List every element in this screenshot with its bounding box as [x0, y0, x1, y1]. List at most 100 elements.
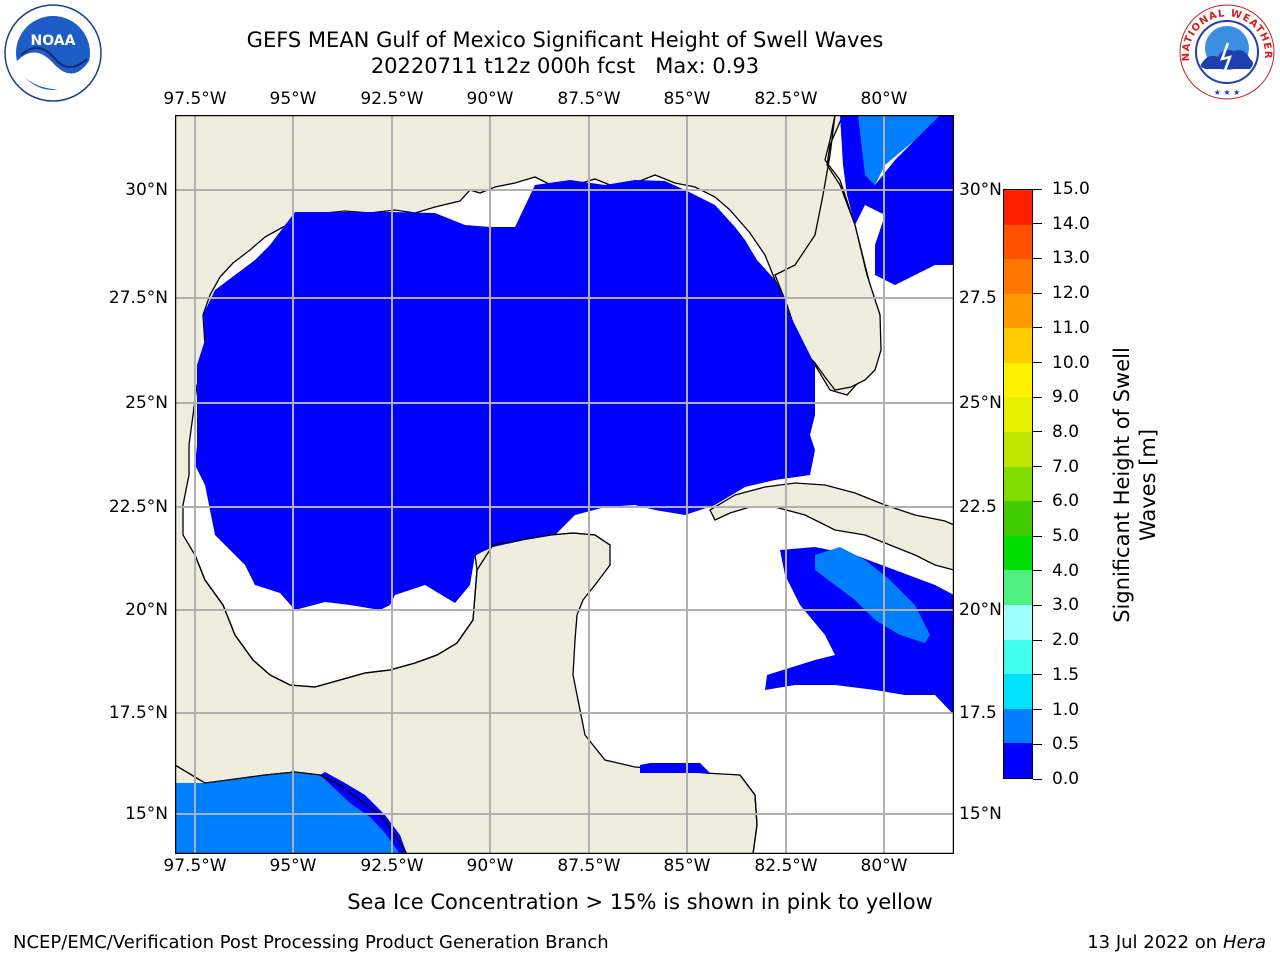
colorbar-tick-label: 0.5: [1052, 734, 1080, 755]
colorbar-title-line-1: Significant Height of Swell: [1110, 347, 1135, 623]
colorbar-tick: [1033, 570, 1042, 572]
lon-label-bottom: 85°W: [663, 856, 711, 876]
colorbar-tick-label: 13.0: [1052, 248, 1090, 269]
swell-0-0-5-atlantic-east: [840, 115, 954, 285]
colorbar-swatch: [1004, 362, 1032, 398]
colorbar-tick-label: 1.0: [1052, 699, 1080, 720]
lat-label-left: 17.5°N: [108, 703, 168, 723]
colorbar-swatch: [1004, 535, 1032, 571]
lon-label-top: 80°W: [860, 89, 908, 109]
colorbar-tick-label: 14.0: [1052, 213, 1090, 234]
lon-label-top: 90°W: [466, 89, 514, 109]
swell-0-5-1-0-caribbean: [815, 547, 930, 643]
colorbar-tick: [1033, 431, 1042, 433]
colorbar-swatch: [1004, 570, 1032, 606]
colorbar-tick-label: 15.0: [1052, 179, 1090, 199]
colorbar-swatch: [1004, 293, 1032, 329]
colorbar-tick: [1033, 604, 1042, 606]
colorbar-swatch: [1004, 466, 1032, 502]
noaa-logo: NOAA: [4, 4, 102, 102]
lon-label-bottom: 97.5°W: [163, 856, 227, 876]
nws-stars-icon: ★ ★ ★: [1214, 88, 1241, 97]
colorbar-tick: [1033, 188, 1042, 190]
colorbar-tick: [1033, 743, 1042, 745]
lon-label-top: 92.5°W: [360, 89, 424, 109]
lon-label-bottom: 92.5°W: [360, 856, 424, 876]
colorbar-tick-label: 4.0: [1052, 560, 1080, 581]
colorbar-tick: [1033, 362, 1042, 364]
colorbar-tick-label: 9.0: [1052, 387, 1080, 408]
lat-label-left: 20°N: [125, 600, 168, 620]
lat-label-left: 30°N: [125, 180, 168, 200]
lon-label-top: 82.5°W: [754, 89, 818, 109]
colorbar-swatch: [1004, 708, 1032, 744]
colorbar-swatches: [1004, 189, 1032, 778]
lat-label-left: 25°N: [125, 393, 168, 413]
colorbar-swatch: [1004, 639, 1032, 675]
map-title: GEFS MEAN Gulf of Mexico Significant Hei…: [0, 27, 1130, 79]
colorbar-tick-label: 12.0: [1052, 283, 1090, 304]
gridlines: [175, 115, 954, 854]
swell-0-0-5-caribbean: [765, 547, 954, 715]
lon-label-top: 87.5°W: [557, 89, 621, 109]
colorbar-tick: [1033, 778, 1042, 780]
footer-left: NCEP/EMC/Verification Post Processing Pr…: [13, 932, 609, 953]
colorbar-tick-label: 0.0: [1052, 769, 1080, 789]
colorbar-tick: [1033, 639, 1042, 641]
colorbar-swatch: [1004, 189, 1032, 225]
colorbar-tick-label: 3.0: [1052, 595, 1080, 616]
colorbar-tick: [1033, 292, 1042, 294]
lon-label-bottom: 90°W: [466, 856, 514, 876]
colorbar-swatch: [1004, 605, 1032, 640]
lat-label-right: 22.5: [959, 497, 997, 517]
colorbar-tick-label: 6.0: [1052, 491, 1080, 512]
colorbar-swatch: [1004, 743, 1032, 778]
colorbar-title-line-2: Waves [m]: [1136, 428, 1161, 542]
colorbar-swatch: [1004, 224, 1032, 260]
colorbar-tick: [1033, 500, 1042, 502]
title-line-1: GEFS MEAN Gulf of Mexico Significant Hei…: [246, 28, 884, 52]
colorbar-tick-label: 5.0: [1052, 526, 1080, 547]
swell-0-0-5-pacific-edge: [320, 772, 407, 854]
land-florida-body: [774, 115, 882, 391]
nws-logo: NATIONAL WEATHER SERVICE ★ ★ ★: [1178, 3, 1275, 100]
colorbar-swatch: [1004, 328, 1032, 363]
colorbar-tick: [1033, 327, 1042, 329]
colorbar-tick: [1033, 257, 1042, 259]
lon-label-top: 97.5°W: [163, 89, 227, 109]
lon-label-bottom: 82.5°W: [754, 856, 818, 876]
gulf-map: [175, 115, 954, 854]
colorbar-tick: [1033, 396, 1042, 398]
colorbar-tick: [1033, 709, 1042, 711]
colorbar-tick-label: 11.0: [1052, 317, 1090, 338]
footer-right: 13 Jul 2022 on Hera: [1087, 932, 1266, 953]
lat-label-left: 15°N: [125, 804, 168, 824]
colorbar-swatch: [1004, 674, 1032, 709]
colorbar-tick: [1033, 674, 1042, 676]
lat-label-right: 15°N: [959, 804, 1002, 824]
lat-label-right: 20°N: [959, 600, 1002, 620]
lat-label-left: 22.5°N: [108, 497, 168, 517]
footer-date: 13 Jul 2022 on: [1087, 932, 1223, 953]
colorbar-swatch: [1004, 259, 1032, 294]
lon-label-top: 85°W: [663, 89, 711, 109]
colorbar-tick: [1033, 466, 1042, 468]
coastlines: [175, 532, 758, 854]
colorbar-tick-label: 2.0: [1052, 630, 1080, 651]
map-frame: [175, 115, 954, 854]
swell-0-0-5-honduras: [640, 763, 710, 773]
lon-label-bottom: 95°W: [269, 856, 317, 876]
noaa-text: NOAA: [31, 33, 76, 49]
colorbar-tick: [1033, 223, 1042, 225]
colorbar-tick-label: 7.0: [1052, 456, 1080, 477]
colorbar-tick: [1033, 535, 1042, 537]
colorbar-tick-label: 10.0: [1052, 352, 1090, 373]
title-line-2: 20220711 t12z 000h fcst Max: 0.93: [370, 54, 760, 78]
lon-label-bottom: 87.5°W: [557, 856, 621, 876]
lon-label-top: 95°W: [269, 89, 317, 109]
colorbar-swatch: [1004, 397, 1032, 433]
colorbar-swatch: [1004, 501, 1032, 536]
lat-label-right: 30°N: [959, 180, 1002, 200]
sea-ice-note: Sea Ice Concentration > 15% is shown in …: [347, 890, 933, 914]
colorbar-swatch: [1004, 432, 1032, 467]
